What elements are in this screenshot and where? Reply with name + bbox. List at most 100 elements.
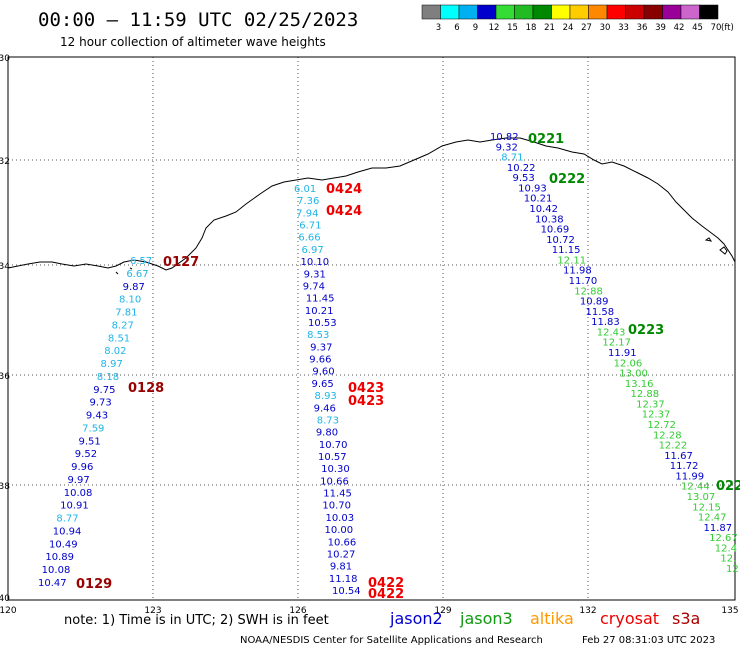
wave-height-label: 9.73 bbox=[90, 398, 112, 409]
lon-tick-label: 123 bbox=[144, 606, 161, 616]
wave-height-label: 10.27 bbox=[327, 549, 356, 560]
wave-height-label: 11.45 bbox=[323, 489, 352, 500]
pass-time-label: 0423 bbox=[348, 394, 384, 409]
coastline-islands bbox=[115, 237, 728, 275]
pass-time-label: 0422 bbox=[368, 576, 404, 591]
colorbar-swatch bbox=[625, 4, 645, 20]
wave-height-label: 13.00 bbox=[619, 369, 648, 380]
wave-height-label: 11.87 bbox=[704, 523, 733, 534]
wave-height-label: 6.57 bbox=[130, 256, 152, 267]
longitude-labels: 120 123 126 129 132 135 bbox=[0, 606, 739, 616]
map-grid bbox=[8, 57, 735, 600]
wave-height-label: 10.69 bbox=[541, 225, 570, 236]
wave-height-label: 9.32 bbox=[496, 142, 518, 153]
wave-height-label: 7.81 bbox=[115, 308, 137, 319]
wave-height-label: 9.60 bbox=[312, 367, 334, 378]
wave-height-label: 9.81 bbox=[330, 562, 352, 573]
latitude-labels: 30 32 34 36 38 40 bbox=[0, 54, 10, 604]
wave-height-label: 10.08 bbox=[64, 488, 93, 499]
wave-height-label: 9.96 bbox=[71, 462, 93, 473]
colorbar-tick-label: 27 bbox=[581, 23, 592, 33]
wave-height-label: 12.43 bbox=[597, 327, 626, 338]
wave-height-label: 12.88 bbox=[630, 389, 659, 400]
wave-height-label: 8.77 bbox=[56, 514, 78, 525]
colorbar-swatch bbox=[699, 4, 719, 20]
wave-height-label: 9.37 bbox=[310, 342, 332, 353]
wave-height-label: 7.94 bbox=[296, 208, 318, 219]
colorbar-swatch bbox=[643, 4, 663, 20]
colorbar-tick-label: 24 bbox=[563, 23, 574, 33]
wave-height-label: 9.51 bbox=[78, 436, 100, 447]
pass-time-label: 022 bbox=[716, 479, 740, 494]
pass-time-label: 0128 bbox=[128, 381, 164, 396]
wave-height-label: 8.27 bbox=[112, 320, 134, 331]
wave-height-label: 8.71 bbox=[501, 153, 523, 164]
wave-height-label: 11.83 bbox=[591, 317, 620, 328]
wave-height-label: 8.10 bbox=[119, 295, 141, 306]
wave-height-label: 12.88 bbox=[574, 286, 603, 297]
colorbar-tick-label: 15 bbox=[507, 23, 518, 33]
wave-height-label: 10.21 bbox=[524, 194, 553, 205]
pass-time-label: 0422 bbox=[368, 587, 404, 602]
wave-height-label: 12.47 bbox=[698, 513, 727, 524]
wave-height-label: 11.91 bbox=[608, 348, 637, 359]
pass-time-label: 0424 bbox=[326, 182, 362, 197]
wave-height-label: 11.99 bbox=[675, 471, 704, 482]
colorbar-tick-label: 3 bbox=[436, 23, 441, 33]
coastline bbox=[7, 137, 736, 271]
lat-tick-label: 34 bbox=[0, 262, 10, 272]
lat-tick-label: 40 bbox=[0, 594, 10, 604]
wave-height-label: 12.37 bbox=[636, 399, 665, 410]
lat-tick-label: 36 bbox=[0, 372, 10, 382]
wave-height-label: 9.43 bbox=[86, 411, 108, 422]
wave-height-label: 9.87 bbox=[123, 282, 145, 293]
wave-height-label: 12. bbox=[720, 554, 736, 565]
satellite-label-jason3: jason3 bbox=[459, 609, 513, 628]
wave-height-label: 8.97 bbox=[101, 359, 123, 370]
wave-height-label: 12.72 bbox=[647, 420, 676, 431]
wave-height-label: 6.97 bbox=[301, 245, 323, 256]
track-west: 6.57 6.67 9.87 8.10 7.818.27 8.51 8.02 8.97 8.18… bbox=[38, 255, 199, 592]
wave-height-label: 12.37 bbox=[642, 410, 671, 421]
colorbar-tick-label: 6 bbox=[454, 23, 459, 33]
colorbar-swatch bbox=[532, 4, 552, 20]
pass-time-label: 0129 bbox=[76, 577, 112, 592]
wave-height-label: 9.31 bbox=[304, 269, 326, 280]
lat-tick-label: 30 bbox=[0, 54, 10, 64]
wave-height-label: 8.18 bbox=[97, 372, 119, 383]
wave-height-label: 8.93 bbox=[315, 391, 337, 402]
wave-height-label: 12.44 bbox=[681, 482, 710, 493]
wave-height-label: 6.66 bbox=[298, 233, 320, 244]
wave-height-label: 9.52 bbox=[75, 449, 97, 460]
wave-height-label: 10.57 bbox=[318, 452, 347, 463]
colorbar-swatch bbox=[458, 4, 478, 20]
wave-height-label: 6.67 bbox=[126, 269, 148, 280]
wave-height-label: 8.51 bbox=[108, 333, 130, 344]
wave-height-label: 6.01 bbox=[294, 184, 316, 195]
lon-tick-label: 135 bbox=[721, 606, 738, 616]
wave-height-label: 10.30 bbox=[321, 464, 350, 475]
wave-height-label: 9.74 bbox=[303, 281, 325, 292]
wave-height-label: 10.82 bbox=[490, 132, 519, 143]
wave-height-label: 10.91 bbox=[60, 501, 89, 512]
wave-height-label: 8.53 bbox=[307, 330, 329, 341]
wave-height-label: 10.70 bbox=[322, 501, 351, 512]
wave-height-label: 8.02 bbox=[104, 346, 126, 357]
wave-height-label: 11.98 bbox=[563, 266, 592, 277]
colorbar-swatch bbox=[588, 4, 608, 20]
pass-time-label: 0221 bbox=[528, 132, 564, 147]
colorbar-tick-label: 39 bbox=[655, 23, 666, 33]
footer-credit: NOAA/NESDIS Center for Satellite Applica… bbox=[240, 635, 543, 646]
pass-time-label: 0222 bbox=[549, 172, 585, 187]
lon-tick-label: 132 bbox=[579, 606, 596, 616]
wave-height-label: 11.67 bbox=[664, 451, 693, 462]
wave-height-label: 12.28 bbox=[653, 430, 682, 441]
wave-height-label: 11.70 bbox=[569, 276, 598, 287]
wave-height-label: 10.72 bbox=[546, 235, 575, 246]
colorbar-swatch bbox=[477, 4, 497, 20]
wave-height-label: 11.15 bbox=[552, 245, 581, 256]
wave-height-label: 10.66 bbox=[320, 476, 349, 487]
altimeter-tracks: 6.57 6.67 9.87 8.10 7.818.27 8.51 8.02 8.97 8.18… bbox=[38, 132, 740, 602]
